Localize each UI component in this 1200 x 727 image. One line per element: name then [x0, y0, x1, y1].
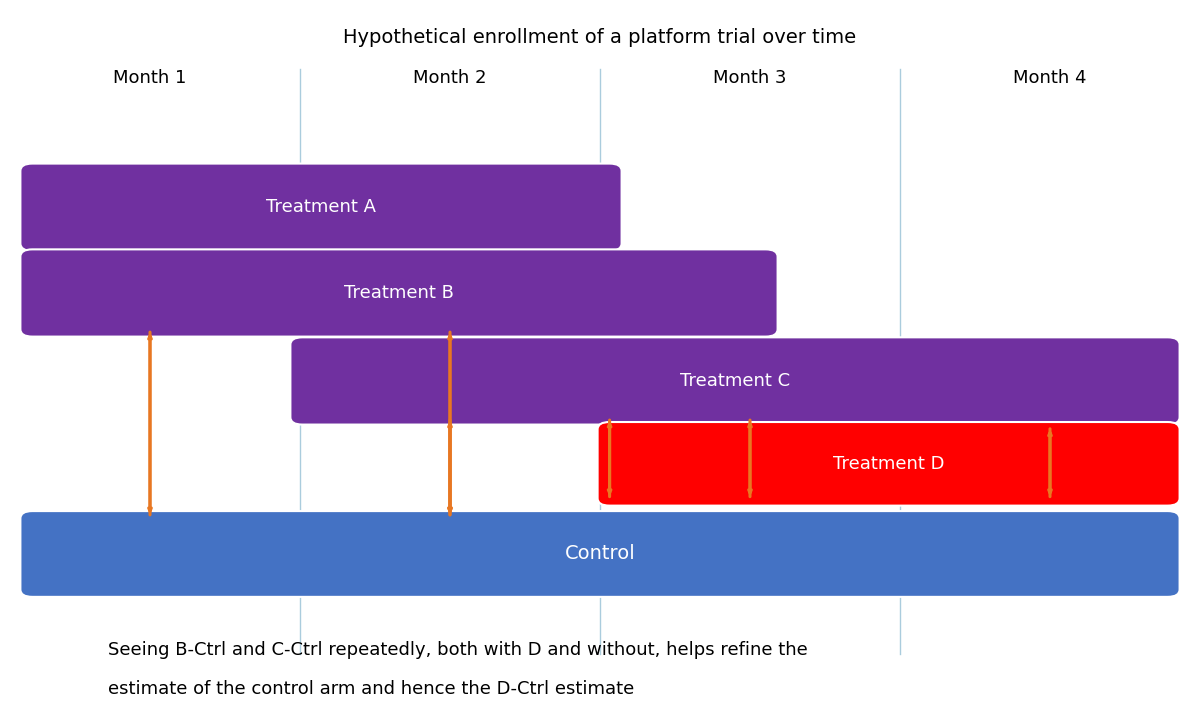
Text: Treatment A: Treatment A [266, 198, 376, 216]
Text: Hypothetical enrollment of a platform trial over time: Hypothetical enrollment of a platform tr… [343, 28, 857, 47]
FancyBboxPatch shape [20, 249, 778, 337]
Text: Treatment C: Treatment C [680, 372, 790, 390]
Text: Control: Control [565, 545, 635, 563]
Text: Month 3: Month 3 [713, 69, 787, 87]
Text: Month 4: Month 4 [1013, 69, 1087, 87]
Text: Treatment B: Treatment B [344, 284, 454, 302]
Text: estimate of the control arm and hence the D-Ctrl estimate: estimate of the control arm and hence th… [108, 680, 635, 698]
FancyBboxPatch shape [598, 422, 1180, 506]
FancyBboxPatch shape [290, 337, 1180, 425]
Text: Month 2: Month 2 [413, 69, 487, 87]
Text: Treatment D: Treatment D [833, 455, 944, 473]
Text: Month 1: Month 1 [113, 69, 187, 87]
FancyBboxPatch shape [20, 511, 1180, 597]
FancyBboxPatch shape [20, 164, 622, 251]
Text: Seeing B-Ctrl and C-Ctrl repeatedly, both with D and without, helps refine the: Seeing B-Ctrl and C-Ctrl repeatedly, bot… [108, 641, 808, 659]
